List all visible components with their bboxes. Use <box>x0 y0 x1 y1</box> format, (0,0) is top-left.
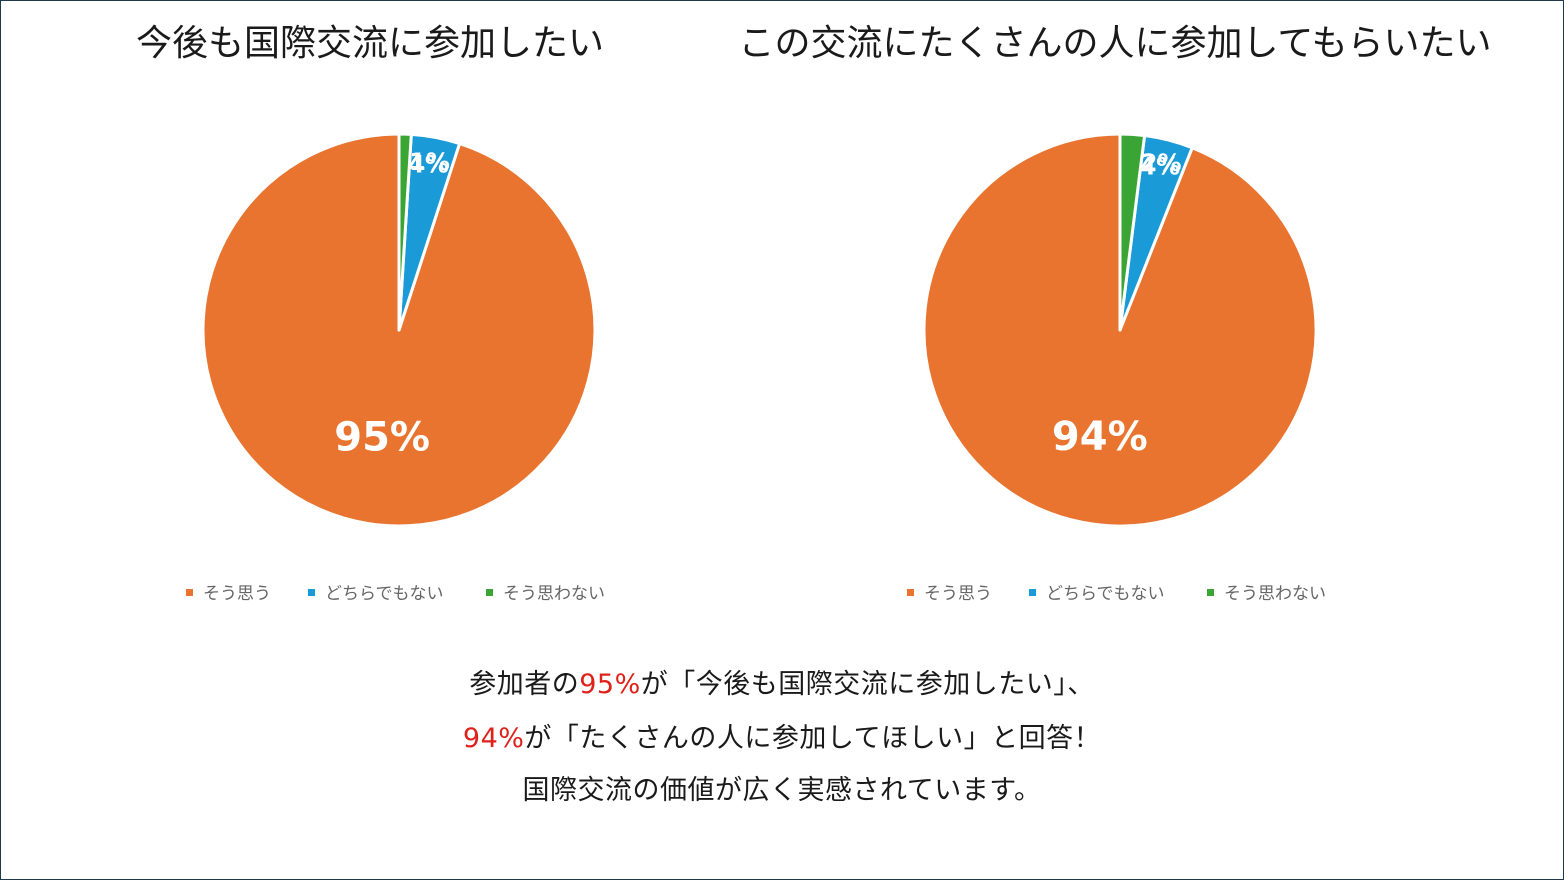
summary-line-1-percent: 95% <box>579 669 641 700</box>
pie-chart-1: 今後も国際交流に参加したい 95% 4%1% そう思う どちらでもない そう思わない <box>136 23 605 604</box>
summary-line-2-post: が「たくさんの人に参加してほしい」と回答！ <box>524 723 1102 754</box>
legend-swatch-2 <box>1029 589 1036 596</box>
pie-slice-3 <box>1118 132 1147 332</box>
summary-line-2: 94%が「たくさんの人に参加してほしい」と回答！ <box>0 716 1564 755</box>
legend-label-1: そう思う <box>203 584 271 604</box>
summary-line-1-post: が「今後も国際交流に参加したい」、 <box>640 669 1095 700</box>
summary-line-3: 国際交流の価値が広く実感されています。 <box>522 775 1042 806</box>
legend-swatch-1 <box>907 589 914 596</box>
legend-label-2: どちらでもない <box>1046 584 1165 604</box>
pie-slice-3 <box>397 132 413 332</box>
legend-label-1: そう思う <box>924 584 992 604</box>
slice-label-2: 4% <box>1139 153 1180 181</box>
legend-swatch-1 <box>186 589 193 596</box>
slice-label-3: 2% <box>1141 149 1182 177</box>
legend-swatch-2 <box>308 589 315 596</box>
legend-swatch-3 <box>486 589 493 596</box>
summary-line-2-percent: 94% <box>462 723 525 754</box>
pie-chart-2: この交流にたくさんの人に参加してもらいたい 94% 4%2% そう思う どちらでもない そ… <box>738 23 1491 604</box>
slice-label-1: 95% <box>334 414 430 460</box>
slice-label-3: 1% <box>409 148 450 176</box>
chart-title: この交流にたくさんの人に参加してもらいたい <box>738 23 1491 64</box>
legend-label-3: そう思わない <box>503 584 605 604</box>
slice-label-1: 94% <box>1052 414 1148 460</box>
legend-label-2: どちらでもない <box>325 584 444 604</box>
slice-label-2: 4% <box>408 150 449 178</box>
legend-label-3: そう思わない <box>1224 584 1326 604</box>
summary-line-1: 参加者の95%が「今後も国際交流に参加したい」、 <box>0 662 1564 701</box>
legend-swatch-3 <box>1207 589 1214 596</box>
chart-title: 今後も国際交流に参加したい <box>136 23 604 64</box>
summary-line-1-pre: 参加者の <box>469 669 580 700</box>
